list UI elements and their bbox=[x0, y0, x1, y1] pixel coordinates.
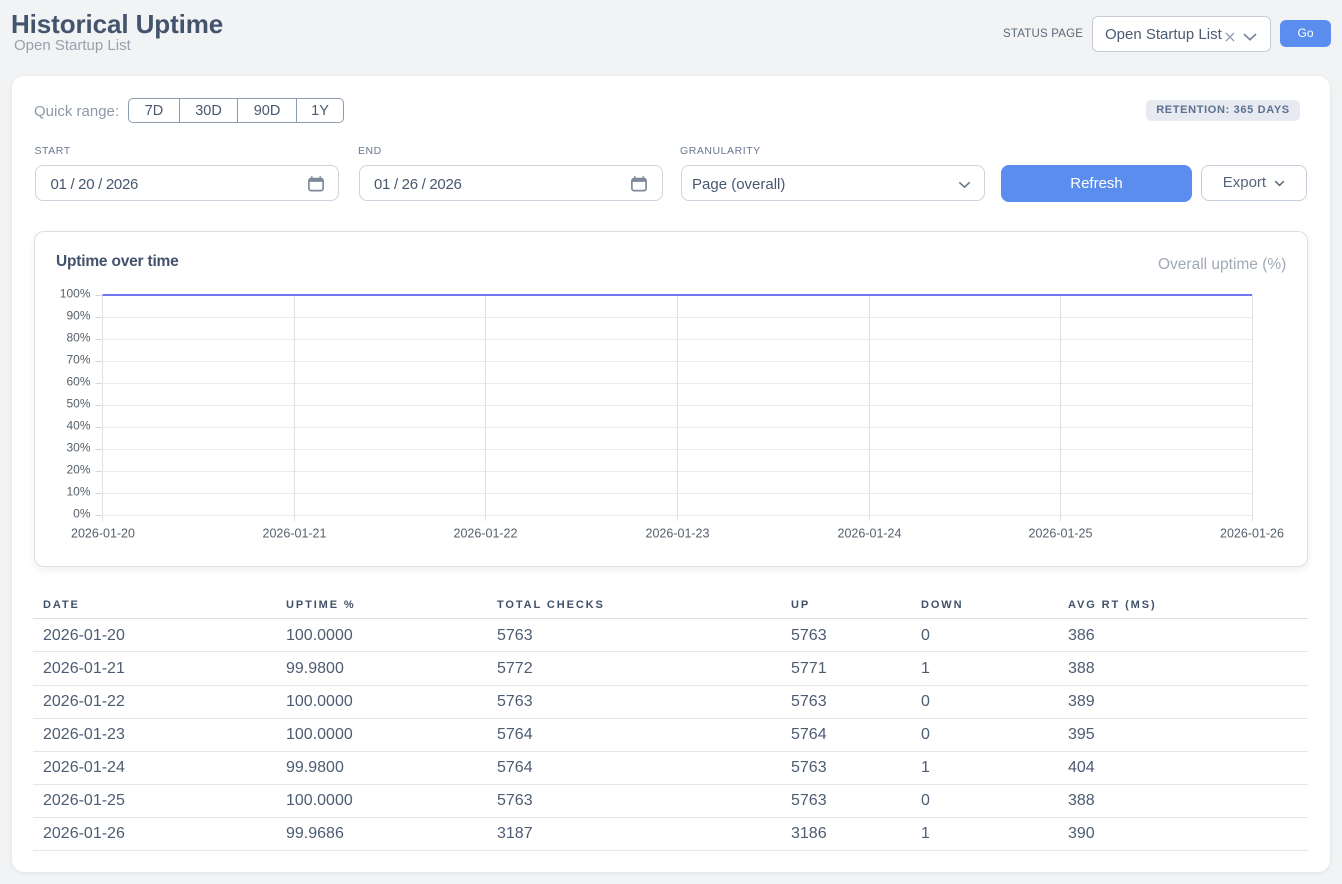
svg-text:2026-01-25: 2026-01-25 bbox=[1029, 527, 1093, 541]
svg-text:60%: 60% bbox=[66, 375, 90, 389]
svg-text:50%: 50% bbox=[66, 397, 90, 411]
svg-text:40%: 40% bbox=[66, 419, 90, 433]
svg-text:0%: 0% bbox=[73, 507, 91, 521]
svg-text:2026-01-26: 2026-01-26 bbox=[1220, 527, 1284, 541]
svg-text:10%: 10% bbox=[66, 485, 90, 499]
svg-text:2026-01-21: 2026-01-21 bbox=[263, 527, 327, 541]
svg-text:80%: 80% bbox=[66, 331, 90, 345]
svg-text:90%: 90% bbox=[66, 309, 90, 323]
svg-text:30%: 30% bbox=[66, 441, 90, 455]
svg-text:20%: 20% bbox=[66, 463, 90, 477]
svg-text:2026-01-24: 2026-01-24 bbox=[838, 527, 902, 541]
svg-text:2026-01-20: 2026-01-20 bbox=[71, 527, 135, 541]
svg-text:2026-01-23: 2026-01-23 bbox=[646, 527, 710, 541]
svg-text:100%: 100% bbox=[60, 287, 91, 301]
svg-text:2026-01-22: 2026-01-22 bbox=[454, 527, 518, 541]
svg-text:70%: 70% bbox=[66, 353, 90, 367]
